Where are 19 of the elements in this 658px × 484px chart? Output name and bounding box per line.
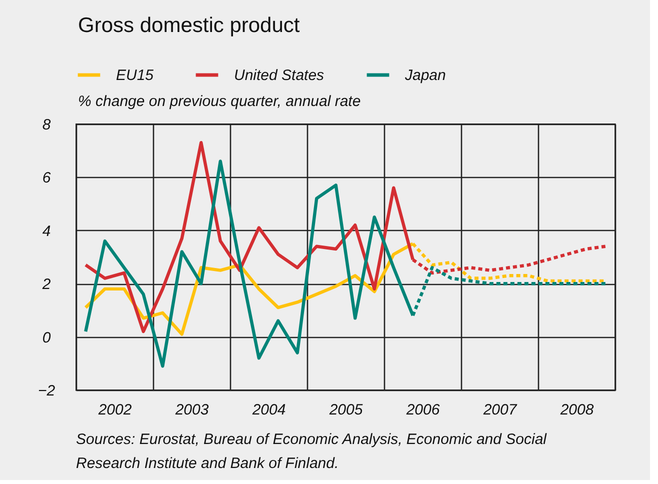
x-tick-label: 2006	[405, 402, 440, 418]
chart-subtitle: % change on previous quarter, annual rate	[78, 93, 361, 110]
y-tick-label: 6	[42, 170, 52, 187]
x-tick-label: 2007	[482, 402, 518, 418]
x-tick-label: 2005	[328, 402, 364, 418]
legend-label: Japan	[404, 67, 446, 84]
y-tick-label: 0	[42, 329, 52, 346]
y-tick-label: 4	[42, 222, 51, 240]
y-tick-label: 2	[41, 276, 52, 294]
x-tick-label: 2002	[97, 402, 132, 418]
legend-label: United States	[234, 67, 325, 84]
chart-title: Gross domestic product	[78, 14, 300, 38]
legend-label: EU15	[116, 67, 154, 84]
x-tick-label: 2008	[559, 402, 594, 418]
y-tick-label: 8	[42, 116, 52, 134]
x-tick-label: 2004	[251, 402, 286, 418]
y-tick-label: −2	[38, 382, 56, 400]
source-note: Sources: Eurostat, Bureau of Economic Analysis, Economic and Social Research Institute and Bank of Finland.	[76, 430, 548, 474]
x-tick-label: 2003	[174, 402, 210, 418]
